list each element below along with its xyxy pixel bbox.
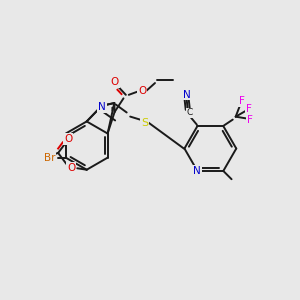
Text: O: O [138, 86, 146, 96]
Text: C: C [186, 108, 193, 117]
Text: N: N [193, 166, 201, 176]
Text: S: S [141, 118, 148, 128]
Text: F: F [246, 104, 252, 114]
Text: O: O [67, 163, 76, 173]
Text: O: O [64, 134, 73, 144]
Text: Br: Br [44, 153, 55, 163]
Text: F: F [239, 96, 245, 106]
Text: N: N [98, 102, 106, 112]
Text: N: N [183, 90, 190, 100]
Text: O: O [110, 77, 119, 88]
Text: F: F [247, 115, 253, 124]
